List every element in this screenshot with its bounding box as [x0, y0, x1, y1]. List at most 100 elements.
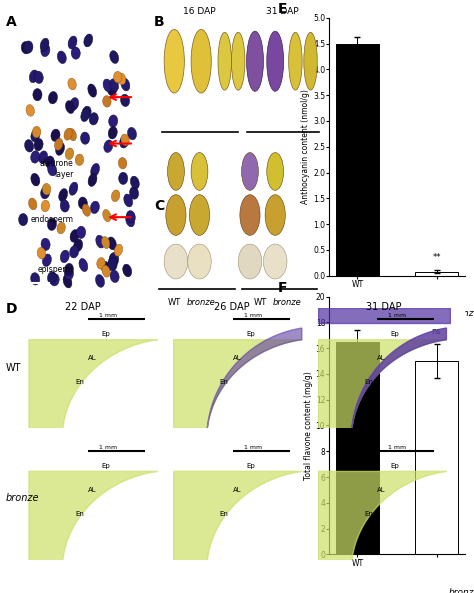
- Ellipse shape: [96, 248, 105, 260]
- Text: En: En: [75, 511, 84, 517]
- Ellipse shape: [42, 218, 52, 231]
- Text: En: En: [364, 511, 373, 517]
- Ellipse shape: [79, 68, 87, 79]
- Ellipse shape: [100, 37, 109, 49]
- Ellipse shape: [39, 141, 48, 154]
- Text: 1 mm: 1 mm: [99, 445, 117, 449]
- Ellipse shape: [101, 48, 110, 60]
- Ellipse shape: [132, 127, 141, 141]
- Text: En: En: [219, 379, 228, 385]
- Ellipse shape: [267, 31, 283, 91]
- Ellipse shape: [68, 74, 76, 87]
- Text: WT: WT: [168, 298, 181, 307]
- Ellipse shape: [110, 120, 119, 133]
- Ellipse shape: [72, 76, 80, 88]
- Ellipse shape: [62, 238, 71, 250]
- Ellipse shape: [31, 117, 39, 129]
- Text: episperm: episperm: [38, 265, 73, 275]
- Bar: [415, 361, 458, 554]
- Ellipse shape: [304, 33, 317, 90]
- Text: D: D: [6, 302, 17, 317]
- Ellipse shape: [36, 66, 44, 78]
- Ellipse shape: [115, 51, 124, 64]
- Ellipse shape: [50, 270, 59, 283]
- Ellipse shape: [123, 174, 132, 187]
- Text: 31 DAP: 31 DAP: [366, 302, 401, 313]
- Ellipse shape: [64, 196, 73, 209]
- Text: 16 DAP: 16 DAP: [183, 7, 216, 16]
- Ellipse shape: [60, 222, 69, 234]
- Ellipse shape: [67, 103, 76, 116]
- Ellipse shape: [35, 273, 44, 285]
- Ellipse shape: [191, 152, 208, 190]
- Ellipse shape: [31, 101, 41, 114]
- Ellipse shape: [27, 147, 36, 160]
- Bar: [415, 272, 458, 276]
- Ellipse shape: [27, 55, 35, 67]
- Text: B: B: [154, 15, 164, 29]
- Ellipse shape: [124, 245, 133, 258]
- Ellipse shape: [231, 33, 245, 90]
- Text: Ep: Ep: [246, 331, 255, 337]
- Ellipse shape: [40, 76, 49, 87]
- Ellipse shape: [76, 242, 84, 253]
- Ellipse shape: [56, 182, 65, 195]
- Text: bronze: bronze: [449, 310, 474, 318]
- Ellipse shape: [265, 195, 285, 235]
- Ellipse shape: [73, 174, 82, 187]
- Ellipse shape: [86, 52, 95, 65]
- Ellipse shape: [73, 110, 82, 122]
- Ellipse shape: [81, 60, 90, 73]
- Ellipse shape: [65, 32, 74, 44]
- Ellipse shape: [128, 227, 137, 240]
- Text: 22 DAP: 22 DAP: [65, 302, 101, 313]
- Ellipse shape: [94, 247, 103, 260]
- Text: AL: AL: [233, 487, 241, 493]
- Ellipse shape: [118, 90, 127, 103]
- Ellipse shape: [122, 49, 130, 61]
- Ellipse shape: [95, 149, 104, 161]
- Ellipse shape: [69, 104, 77, 117]
- Text: En: En: [75, 379, 84, 385]
- Ellipse shape: [63, 180, 72, 193]
- Ellipse shape: [108, 113, 117, 126]
- Ellipse shape: [92, 46, 101, 58]
- Text: F: F: [278, 281, 288, 295]
- Ellipse shape: [164, 244, 188, 279]
- Text: AL: AL: [88, 487, 97, 493]
- Text: 1 mm: 1 mm: [99, 313, 117, 318]
- Ellipse shape: [110, 238, 118, 250]
- Text: En: En: [219, 511, 228, 517]
- Ellipse shape: [113, 101, 121, 113]
- Text: bronze: bronze: [449, 588, 474, 593]
- Y-axis label: Total flavone content (mg/g): Total flavone content (mg/g): [304, 371, 313, 480]
- Ellipse shape: [19, 200, 28, 212]
- Text: E: E: [278, 2, 288, 17]
- Ellipse shape: [98, 168, 106, 180]
- Ellipse shape: [88, 168, 97, 180]
- Ellipse shape: [166, 195, 186, 235]
- Ellipse shape: [34, 270, 43, 283]
- Ellipse shape: [167, 152, 184, 190]
- Ellipse shape: [107, 78, 116, 90]
- Ellipse shape: [116, 145, 125, 158]
- Ellipse shape: [19, 182, 28, 195]
- Ellipse shape: [188, 244, 211, 279]
- Ellipse shape: [99, 68, 108, 81]
- Text: Ep: Ep: [101, 331, 110, 337]
- Ellipse shape: [59, 267, 68, 280]
- Ellipse shape: [54, 202, 62, 213]
- Ellipse shape: [242, 152, 258, 190]
- Ellipse shape: [31, 112, 40, 125]
- Text: Ep: Ep: [101, 463, 110, 469]
- Ellipse shape: [240, 195, 260, 235]
- Ellipse shape: [46, 266, 54, 278]
- Text: endosperm: endosperm: [30, 215, 73, 224]
- Ellipse shape: [218, 33, 231, 90]
- Text: 26 DAP: 26 DAP: [214, 302, 250, 313]
- Text: 1 mm: 1 mm: [388, 445, 406, 449]
- Ellipse shape: [67, 81, 76, 94]
- Text: aleurone
layer: aleurone layer: [40, 160, 73, 178]
- Ellipse shape: [61, 164, 70, 177]
- Ellipse shape: [246, 31, 264, 91]
